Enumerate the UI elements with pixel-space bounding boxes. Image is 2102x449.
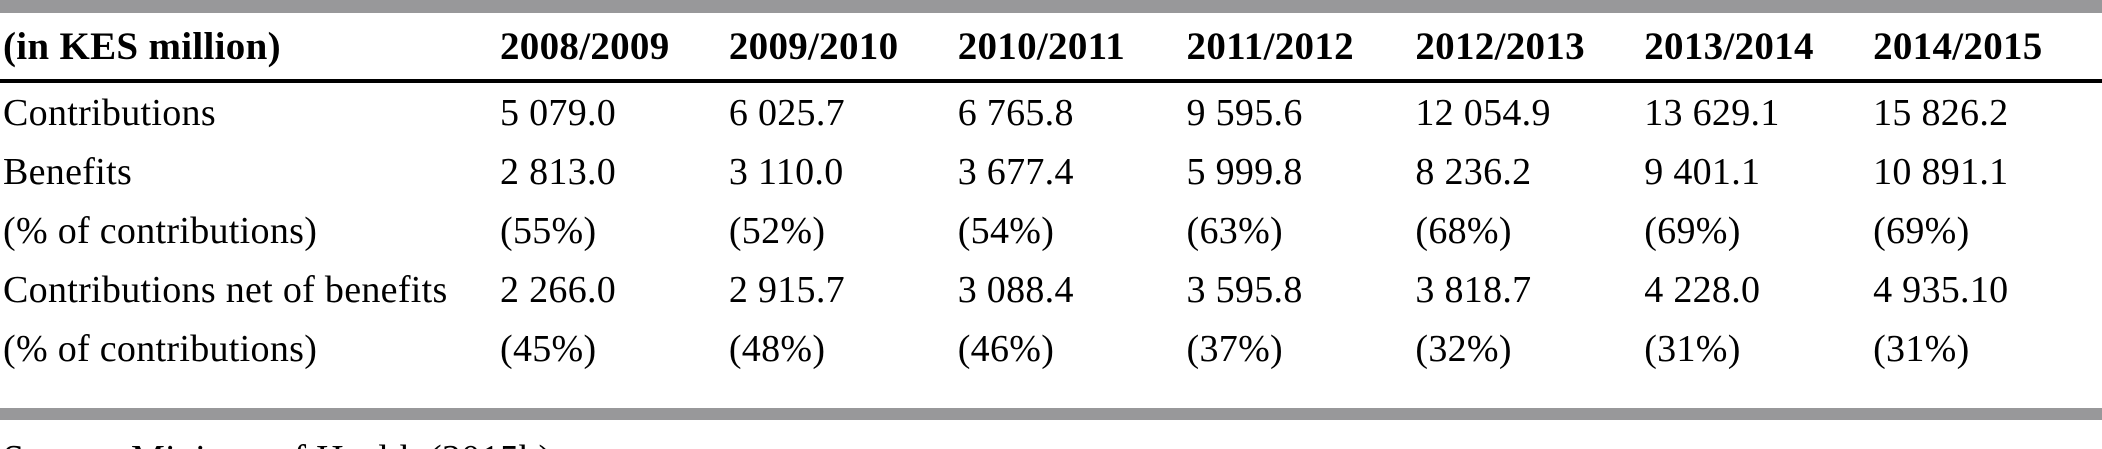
- data-cell: (52%): [728, 209, 826, 252]
- column-header-2012-2013: 2012/2013: [1415, 13, 1645, 83]
- data-cell: (69%): [1644, 209, 1741, 252]
- data-cell: 5 079.0: [500, 91, 617, 134]
- source-note: Source: Ministry of Health (2015b): [0, 438, 2102, 449]
- column-header-2008-2009: 2008/2009: [500, 13, 729, 83]
- data-cell: 3 595.8: [1186, 268, 1303, 311]
- unit-label-header: (in KES million): [0, 13, 500, 83]
- data-cell: (68%): [1415, 209, 1512, 252]
- data-cell: (37%): [1186, 327, 1283, 370]
- table-header-row: (in KES million) 2008/2009 2009/2010 2010/…: [0, 13, 2102, 83]
- table-row: (% of contributions) (45%) (48%) (46%) (37%)…: [0, 319, 2102, 378]
- data-cell: (45%): [500, 327, 597, 370]
- data-cell: 4 935.10: [1873, 268, 2009, 311]
- data-cell: 5 999.8: [1186, 150, 1303, 193]
- data-cell: (48%): [728, 327, 826, 370]
- row-label: (% of contributions): [3, 209, 318, 252]
- data-cell: 4 228.0: [1644, 268, 1761, 311]
- top-divider-bar: [0, 0, 2102, 13]
- data-cell: 6 025.7: [728, 91, 845, 134]
- data-cell: 9 401.1: [1644, 150, 1761, 193]
- row-label: Benefits: [3, 150, 133, 193]
- data-cell: 2 266.0: [500, 268, 617, 311]
- data-cell: 9 595.6: [1186, 91, 1303, 134]
- column-header-2013-2014: 2013/2014: [1644, 13, 1874, 83]
- row-label: (% of contributions): [3, 327, 318, 370]
- data-cell: 12 054.9: [1415, 91, 1551, 134]
- table-row: Contributions net of benefits 2 266.0 2 91…: [0, 260, 2102, 319]
- data-cell: 2 915.7: [728, 268, 845, 311]
- column-header-2009-2010: 2009/2010: [728, 13, 958, 83]
- table-body: Contributions 5 079.0 6 025.7 6 765.8 9 595.…: [0, 81, 2102, 378]
- column-header-2014-2015: 2014/2015: [1873, 13, 2102, 83]
- data-cell: (32%): [1415, 327, 1512, 370]
- financial-table: (in KES million) 2008/2009 2009/2010 2010/…: [0, 13, 2102, 378]
- column-header-2011-2012: 2011/2012: [1186, 13, 1416, 83]
- table-row: Contributions 5 079.0 6 025.7 6 765.8 9 595.…: [0, 81, 2102, 142]
- data-cell: (46%): [957, 327, 1055, 370]
- data-cell: (63%): [1186, 209, 1283, 252]
- data-cell: 3 088.4: [957, 268, 1074, 311]
- data-cell: 10 891.1: [1873, 150, 2009, 193]
- row-label: Contributions: [3, 91, 216, 134]
- row-label: Contributions net of benefits: [3, 268, 448, 311]
- data-cell: 8 236.2: [1415, 150, 1532, 193]
- data-cell: 2 813.0: [500, 150, 617, 193]
- data-cell: (31%): [1644, 327, 1741, 370]
- data-cell: 3 110.0: [728, 150, 844, 193]
- data-cell: 3 677.4: [957, 150, 1074, 193]
- data-cell: (55%): [500, 209, 597, 252]
- data-cell: 3 818.7: [1415, 268, 1532, 311]
- data-cell: 6 765.8: [957, 91, 1074, 134]
- data-cell: (31%): [1873, 327, 1970, 370]
- bottom-divider-bar: [0, 408, 2102, 420]
- data-cell: (54%): [957, 209, 1055, 252]
- table-row: (% of contributions) (55%) (52%) (54%) (63%)…: [0, 201, 2102, 260]
- data-cell: 13 629.1: [1644, 91, 1780, 134]
- data-cell: (69%): [1873, 209, 1970, 252]
- column-header-2010-2011: 2010/2011: [957, 13, 1187, 83]
- data-cell: 15 826.2: [1873, 91, 2009, 134]
- table-head: (in KES million) 2008/2009 2009/2010 2010/…: [0, 13, 2102, 83]
- table-row: Benefits 2 813.0 3 110.0 3 677.4 5 999.8 8 23…: [0, 142, 2102, 201]
